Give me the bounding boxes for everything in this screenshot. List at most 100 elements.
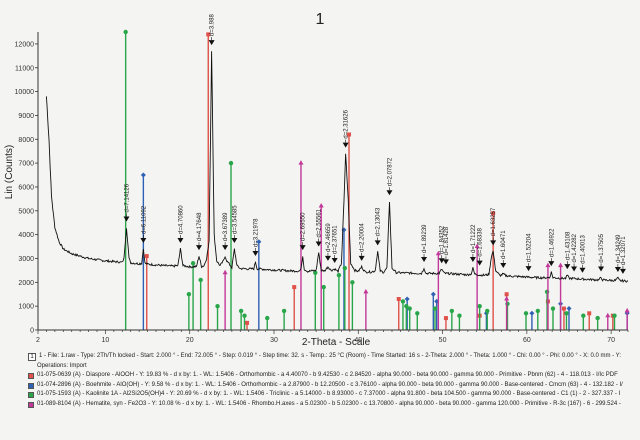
x-tick-label: 50: [439, 337, 447, 344]
legend-swatch: [28, 392, 34, 399]
stick-marker: [485, 308, 490, 314]
y-tick-label: 9000: [18, 113, 34, 120]
peak-label: d=1.37505: [599, 233, 605, 262]
x-tick-label: 70: [607, 337, 615, 344]
peak-label: d=1.84352: [440, 225, 446, 254]
stick-marker: [321, 284, 326, 290]
stick-marker: [449, 308, 455, 314]
peak-arrow: [500, 262, 507, 268]
x-tick-label: 10: [102, 337, 110, 344]
stick-marker: [430, 291, 436, 297]
legend-swatch: [28, 363, 34, 369]
x-axis-label: 2-Theta - Scale: [302, 337, 371, 348]
stick-marker: [318, 203, 324, 208]
legend-row: 01-075-0639 (A) - Diaspore - AlOOH - Y: …: [28, 371, 634, 381]
stick-marker: [558, 262, 564, 268]
peak-label: d=1.46922: [549, 228, 555, 257]
peak-arrow: [195, 245, 202, 251]
peak-label: d=1.63257: [491, 207, 497, 236]
stick-marker: [407, 306, 412, 311]
stick-marker: [215, 303, 220, 309]
legend-row: 01-074-2896 (A) - Boehmite - AlO(OH) - Y…: [28, 381, 634, 391]
peak-label: d=2.20004: [360, 223, 366, 252]
stick-marker: [432, 306, 438, 311]
stick-marker: [477, 303, 482, 309]
y-axis-label: Lin (Counts): [4, 145, 15, 199]
stick-marker: [404, 296, 410, 302]
x-tick-label: 40: [354, 337, 362, 344]
y-tick-label: 6000: [18, 184, 34, 191]
peak-label: d=2.13043: [376, 207, 382, 236]
peak-arrow: [421, 257, 428, 263]
stick-marker: [435, 250, 441, 256]
stick-marker: [342, 265, 347, 271]
peak-label: d=2.37651: [333, 225, 339, 254]
peak-label: d=1.89239: [422, 224, 428, 253]
peak-arrow: [564, 264, 571, 270]
pattern-layer: [45, 51, 629, 283]
y-tick-label: 12000: [15, 41, 35, 48]
stick-marker: [341, 227, 347, 233]
stick-marker: [256, 239, 262, 245]
stick-marker: [504, 292, 509, 297]
peak-labels: d=7.14126 d=6.11092 d=4.70860 d=4.17648 d=3.…: [123, 14, 627, 274]
peak-label: d=1.32071: [621, 236, 627, 265]
peak-label: d=2.55561: [317, 208, 323, 237]
stick-marker: [595, 315, 600, 321]
y-tick-label: 0: [30, 328, 34, 335]
legend-text: Operations: Import: [37, 362, 87, 369]
stick-marker: [550, 306, 556, 311]
stick-marker: [443, 316, 448, 321]
legend-swatch: [28, 372, 34, 379]
stick-marker: [144, 254, 149, 259]
x-tick-label: 30: [270, 337, 278, 344]
stick-marker: [491, 211, 496, 216]
legend-row: Operations: Import: [28, 362, 634, 372]
peak-arrow: [490, 240, 497, 246]
stick-marker: [605, 312, 611, 318]
peak-arrow: [231, 237, 238, 243]
stick-marker: [292, 285, 297, 290]
stick-marker: [265, 315, 270, 321]
y-tick-label: 1000: [18, 304, 34, 311]
peak-arrow: [386, 190, 393, 196]
peak-arrow: [342, 142, 349, 148]
chart-title: 1: [316, 11, 325, 28]
x-tick-label: 20: [186, 337, 194, 344]
peak-label: d=7.14126: [125, 183, 131, 212]
stick-marker: [535, 308, 541, 314]
stick-marker: [561, 306, 566, 311]
stick-marker: [415, 311, 420, 316]
peak-arrow: [252, 251, 259, 257]
peak-label: d=1.68338: [478, 227, 484, 256]
reference-sticks: [123, 29, 630, 330]
stick-marker: [474, 243, 480, 249]
peak-arrow: [123, 216, 130, 222]
stick-marker: [313, 270, 318, 275]
stick-marker: [545, 262, 551, 268]
stick-marker: [404, 303, 409, 309]
stick-marker: [123, 29, 128, 35]
legend-text: 01-075-0639 (A) - Diaspore - AlOOH - Y: …: [37, 372, 618, 379]
y-tick-label: 10000: [15, 89, 35, 96]
legend-row: 01-089-8104 (A) - Hematite, syn - Fe2O3 …: [28, 400, 634, 410]
peak-label: d=1.34249: [616, 234, 622, 263]
peak-label: d=3.21978: [253, 218, 259, 247]
peak-arrow: [208, 40, 215, 46]
peak-label: d=1.42282: [572, 233, 578, 262]
stick-marker: [186, 292, 192, 297]
peak-arrow: [140, 237, 147, 243]
stick-marker: [281, 308, 287, 314]
peak-arrow: [476, 260, 483, 266]
stick-marker: [228, 160, 234, 166]
stick-marker: [238, 308, 244, 314]
legend-swatch: 1: [28, 352, 36, 361]
peak-label: d=1.43108: [565, 231, 571, 260]
peak-label: d=4.17648: [197, 212, 203, 241]
stick-marker: [564, 311, 569, 316]
stick-marker: [457, 313, 462, 318]
stick-marker: [298, 160, 304, 165]
peak-label: d=4.70860: [178, 205, 184, 234]
